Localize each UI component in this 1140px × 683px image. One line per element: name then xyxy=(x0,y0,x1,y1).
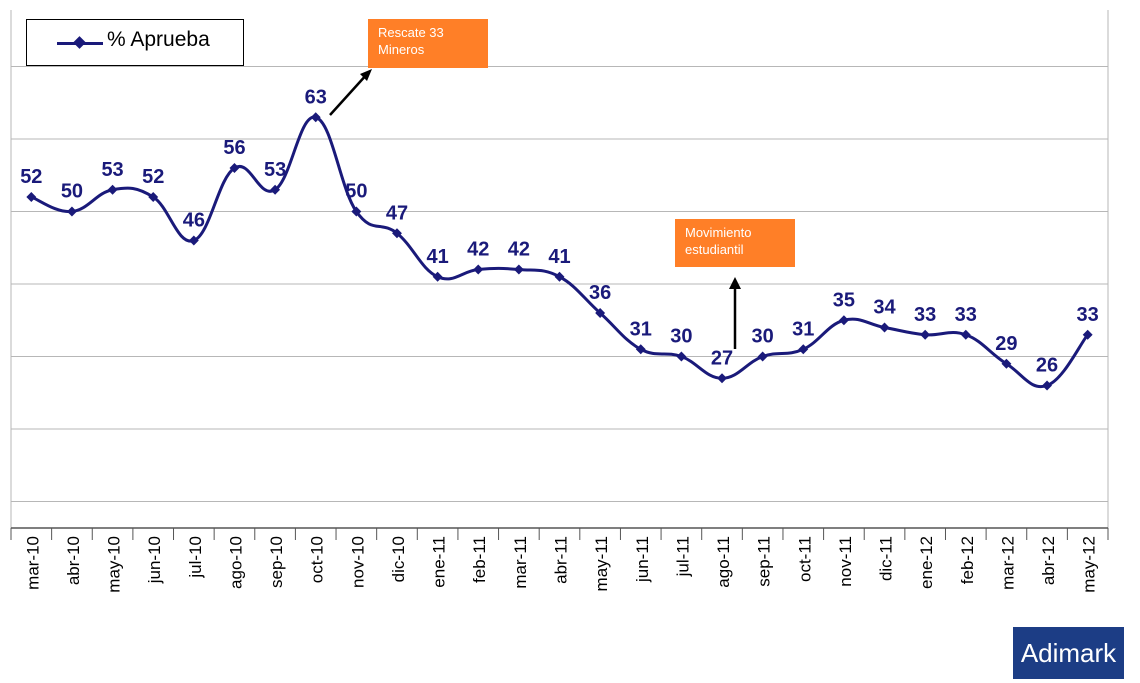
legend-label: % Aprueba xyxy=(107,28,210,51)
x-tick-label: nov-10 xyxy=(348,536,367,588)
x-tick-label: mar-10 xyxy=(23,536,42,590)
legend: % Aprueba xyxy=(26,19,244,66)
x-tick-label: ago-10 xyxy=(226,536,245,589)
data-label: 31 xyxy=(630,318,652,340)
x-tick-label: sep-11 xyxy=(755,536,774,587)
series-line xyxy=(30,115,1089,389)
data-point xyxy=(879,322,890,333)
data-label: 50 xyxy=(61,181,83,203)
data-label: 34 xyxy=(873,297,896,319)
data-point xyxy=(838,315,849,326)
x-tick-label: ene-12 xyxy=(917,536,936,589)
x-tick-label: may-10 xyxy=(105,536,124,593)
data-point xyxy=(798,344,809,355)
data-label: 56 xyxy=(223,137,245,159)
x-tick-label: may-11 xyxy=(592,536,611,591)
x-tick-label: abr-10 xyxy=(64,536,83,585)
x-tick-label: mar-12 xyxy=(998,536,1017,590)
data-point xyxy=(188,235,199,246)
x-tick-label: ene-11 xyxy=(430,536,449,588)
data-point xyxy=(66,206,77,217)
data-point xyxy=(595,308,606,318)
data-label: 50 xyxy=(345,181,367,203)
x-tick-label: feb-11 xyxy=(470,536,489,583)
data-point xyxy=(717,373,727,384)
data-point xyxy=(1042,380,1053,391)
data-point xyxy=(26,192,37,202)
x-tick-label: oct-10 xyxy=(308,536,327,583)
data-label: 53 xyxy=(264,159,286,181)
data-label: 63 xyxy=(305,86,327,108)
data-point xyxy=(1082,329,1093,340)
data-point xyxy=(351,206,362,217)
data-label: 42 xyxy=(508,239,530,261)
arrow-rescate xyxy=(329,72,369,116)
data-labels: 52 50 53 52 46 56 53 63 50 47 41 42 42 41 36 31 30 27 30 31… xyxy=(20,86,1099,376)
data-label: 29 xyxy=(995,333,1017,355)
data-point xyxy=(148,192,159,202)
data-point xyxy=(635,344,646,355)
data-label: 46 xyxy=(183,210,205,232)
data-point xyxy=(1001,358,1012,369)
adimark-logo: Adimark xyxy=(1013,627,1124,679)
data-label: 53 xyxy=(101,159,123,181)
data-point xyxy=(920,329,931,340)
x-tick-label: mar-11 xyxy=(511,536,530,589)
x-axis: mar-10 abr-10 may-10 jun-10 jul-10 ago-10 sep-… xyxy=(10,527,1109,593)
x-tick-label: ago-11 xyxy=(714,536,733,588)
x-tick-label: oct-11 xyxy=(795,536,814,582)
data-point xyxy=(432,271,443,282)
x-tick-label: jul-11 xyxy=(673,536,692,577)
x-tick-label: dic-11 xyxy=(877,536,896,581)
x-tick-label: jul-10 xyxy=(186,536,205,579)
data-point xyxy=(473,264,484,275)
data-point xyxy=(960,329,971,340)
data-point xyxy=(270,184,281,195)
series-line-path xyxy=(30,115,1089,389)
arrow-rescate-head xyxy=(360,69,372,81)
data-label: 41 xyxy=(426,246,448,268)
x-tick-label: sep-10 xyxy=(267,536,286,588)
legend-marker-icon xyxy=(73,36,86,49)
data-point xyxy=(554,271,565,282)
annotation-arrows xyxy=(329,69,741,349)
data-label: 36 xyxy=(589,282,611,304)
x-tick-label: may-12 xyxy=(1080,536,1099,593)
annotation-movimiento: Movimiento estudiantil xyxy=(675,219,795,267)
x-tick-label: jun-10 xyxy=(145,536,164,584)
data-point xyxy=(107,184,118,195)
data-label: 33 xyxy=(914,304,936,326)
data-points xyxy=(26,112,1093,391)
data-point xyxy=(676,351,687,362)
arrow-movimiento-head xyxy=(729,277,741,289)
x-tick-label: dic-10 xyxy=(389,536,408,582)
data-label: 27 xyxy=(711,347,733,369)
data-label: 52 xyxy=(20,166,42,188)
data-label: 30 xyxy=(752,326,774,348)
data-label: 30 xyxy=(670,326,692,348)
x-tick-label: abr-11 xyxy=(552,536,571,584)
data-label: 26 xyxy=(1036,355,1058,377)
data-label: 42 xyxy=(467,239,489,261)
x-tick-label: jun-11 xyxy=(633,536,652,583)
data-label: 41 xyxy=(548,246,570,268)
data-label: 33 xyxy=(955,304,977,326)
data-label: 31 xyxy=(792,318,814,340)
annotation-rescate: Rescate 33 Mineros xyxy=(368,19,488,68)
x-tick-label: abr-12 xyxy=(1039,536,1058,585)
data-label: 52 xyxy=(142,166,164,188)
data-point xyxy=(229,163,240,173)
data-point xyxy=(513,264,524,275)
x-tick-label: feb-12 xyxy=(958,536,977,584)
data-label: 47 xyxy=(386,202,408,224)
x-tick-label: nov-11 xyxy=(836,536,855,587)
data-label: 33 xyxy=(1077,304,1099,326)
data-point xyxy=(392,228,402,239)
data-label: 35 xyxy=(833,289,855,311)
data-point xyxy=(757,351,768,362)
gridlines xyxy=(10,10,1109,528)
